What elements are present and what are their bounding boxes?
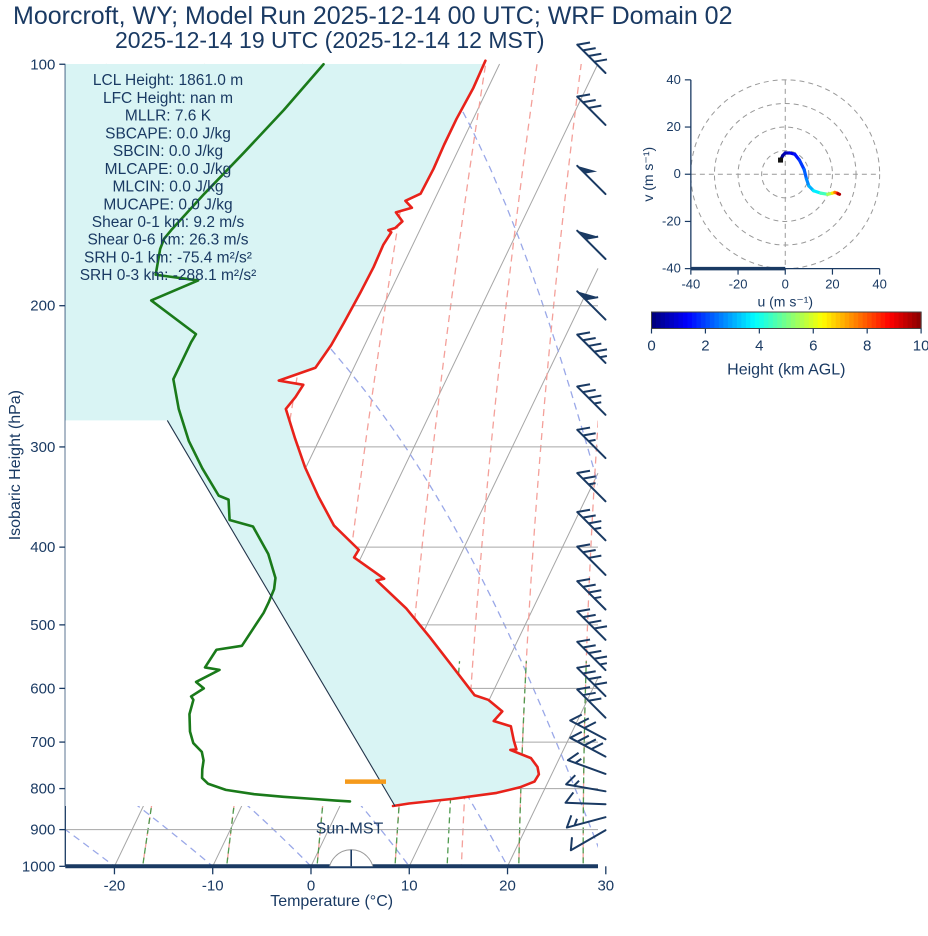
svg-text:-20: -20: [104, 877, 126, 894]
svg-text:-40: -40: [662, 261, 681, 276]
svg-text:LFC Height: nan m: LFC Height: nan m: [103, 90, 233, 107]
svg-text:-20: -20: [662, 213, 681, 228]
svg-text:40: 40: [872, 277, 886, 292]
svg-text:Sun-MST: Sun-MST: [316, 821, 384, 838]
svg-text:1000: 1000: [22, 858, 55, 875]
svg-text:SRH 0-1 km: -75.4 m²/s²: SRH 0-1 km: -75.4 m²/s²: [84, 249, 252, 266]
svg-text:0: 0: [782, 277, 789, 292]
svg-text:4: 4: [755, 338, 763, 355]
svg-text:SBCAPE: 0.0 J/kg: SBCAPE: 0.0 J/kg: [105, 125, 231, 142]
svg-text:Moorcroft, WY; Model Run 2025-: Moorcroft, WY; Model Run 2025-12-14 00 U…: [13, 2, 732, 30]
svg-text:u (m s⁻¹): u (m s⁻¹): [757, 294, 813, 310]
svg-text:0: 0: [674, 166, 681, 181]
svg-text:20: 20: [499, 877, 516, 894]
svg-text:900: 900: [30, 822, 55, 839]
svg-text:MLLR: 7.6 K: MLLR: 7.6 K: [125, 108, 212, 125]
svg-text:Shear 0-1 km: 9.2 m/s: Shear 0-1 km: 9.2 m/s: [92, 214, 245, 231]
svg-text:30: 30: [597, 877, 614, 894]
svg-text:-40: -40: [681, 277, 700, 292]
svg-text:-10: -10: [202, 877, 224, 894]
svg-text:10: 10: [401, 877, 418, 894]
svg-text:Shear 0-6 km: 26.3 m/s: Shear 0-6 km: 26.3 m/s: [87, 232, 248, 249]
svg-text:20: 20: [825, 277, 839, 292]
svg-text:MLCIN: 0.0 J/kg: MLCIN: 0.0 J/kg: [112, 179, 223, 196]
svg-text:700: 700: [30, 734, 55, 751]
svg-text:20: 20: [666, 119, 680, 134]
svg-text:SRH 0-3 km: -288.1 m²/s²: SRH 0-3 km: -288.1 m²/s²: [80, 267, 257, 284]
svg-text:0: 0: [647, 338, 655, 355]
svg-text:100: 100: [30, 56, 55, 73]
svg-text:SBCIN: 0.0 J/kg: SBCIN: 0.0 J/kg: [113, 143, 223, 160]
svg-text:500: 500: [30, 617, 55, 634]
svg-text:Isobaric Height (hPa): Isobaric Height (hPa): [7, 390, 24, 540]
svg-text:600: 600: [30, 680, 55, 697]
svg-text:MLCAPE: 0.0 J/kg: MLCAPE: 0.0 J/kg: [105, 161, 232, 178]
svg-text:10: 10: [913, 338, 928, 355]
svg-text:LCL Height: 1861.0 m: LCL Height: 1861.0 m: [93, 72, 243, 89]
svg-text:MUCAPE: 0.0 J/kg: MUCAPE: 0.0 J/kg: [103, 196, 232, 213]
svg-text:300: 300: [30, 439, 55, 456]
svg-text:40: 40: [666, 72, 680, 87]
svg-text:400: 400: [30, 539, 55, 556]
svg-text:Temperature (°C): Temperature (°C): [270, 893, 393, 910]
svg-text:Height (km AGL): Height (km AGL): [727, 362, 845, 379]
svg-text:-20: -20: [729, 277, 748, 292]
svg-text:0: 0: [307, 877, 315, 894]
svg-text:200: 200: [30, 298, 55, 315]
svg-text:2: 2: [701, 338, 709, 355]
svg-text:v (m s⁻¹): v (m s⁻¹): [640, 147, 656, 202]
svg-text:800: 800: [30, 781, 55, 798]
svg-text:2025-12-14 19 UTC (2025-12-14: 2025-12-14 19 UTC (2025-12-14 12 MST): [115, 27, 545, 53]
svg-text:8: 8: [863, 338, 871, 355]
svg-text:6: 6: [809, 338, 817, 355]
